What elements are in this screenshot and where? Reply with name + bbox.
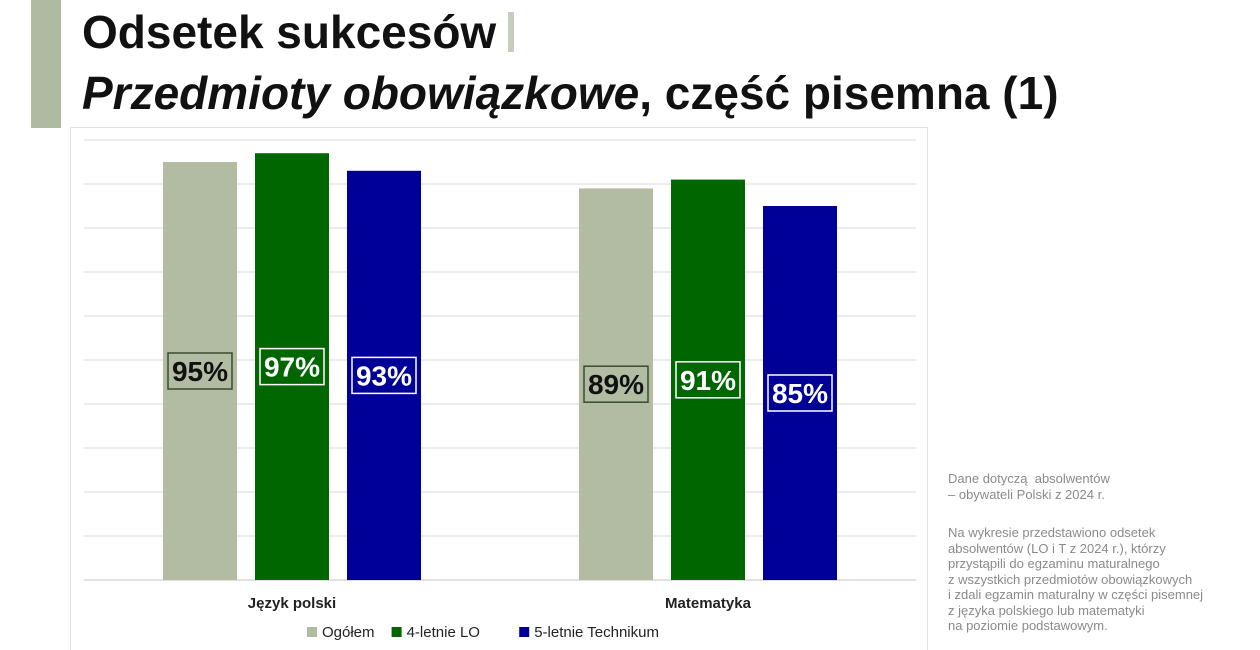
data-label: 85% (772, 378, 828, 409)
note-data-scope: Dane dotyczą absolwentów – obywateli Pol… (948, 471, 1110, 502)
data-label: 91% (680, 365, 736, 396)
legend-swatch (519, 627, 530, 637)
data-label-box (675, 361, 741, 399)
page-subtitle: Przedmioty obowiązkowe, część pisemna (1… (82, 64, 1059, 122)
data-label-box (351, 356, 417, 395)
title-separator (508, 12, 515, 52)
accent-bar (31, 0, 61, 128)
bar (255, 153, 329, 580)
data-label-box (167, 352, 233, 390)
data-label: 95% (172, 356, 228, 387)
bar (763, 206, 837, 580)
bar (671, 179, 745, 580)
data-label: 97% (264, 352, 320, 383)
subtitle-rest: , część pisemna (1) (639, 67, 1059, 119)
data-label-box (259, 347, 325, 386)
page-title: Odsetek sukcesów (82, 4, 515, 60)
category-label: Język polski (248, 595, 336, 612)
data-label: 93% (356, 360, 412, 391)
legend-label: Ogółem (322, 624, 375, 641)
note-chart-description: Na wykresie przedstawiono odsetek absolw… (948, 525, 1204, 633)
page-title-text: Odsetek sukcesów (82, 6, 497, 58)
subtitle-italic: Przedmioty obowiązkowe (82, 67, 640, 119)
chart-frame (70, 127, 928, 650)
legend-label: 4-letnie LO (407, 624, 480, 641)
legend-label: 5-letnie Technikum (534, 624, 659, 641)
bar-chart: 95% 97% 93% Język polski 89% 91% 85% Matematyka… (84, 139, 916, 641)
legend-swatch (391, 627, 402, 637)
bar (579, 188, 653, 580)
data-label: 89% (588, 369, 644, 400)
bar (347, 170, 421, 581)
data-label-box (767, 374, 833, 412)
category-label: Matematyka (665, 595, 752, 612)
legend-swatch (307, 627, 317, 637)
data-label-box (583, 365, 649, 403)
bar (163, 162, 237, 580)
